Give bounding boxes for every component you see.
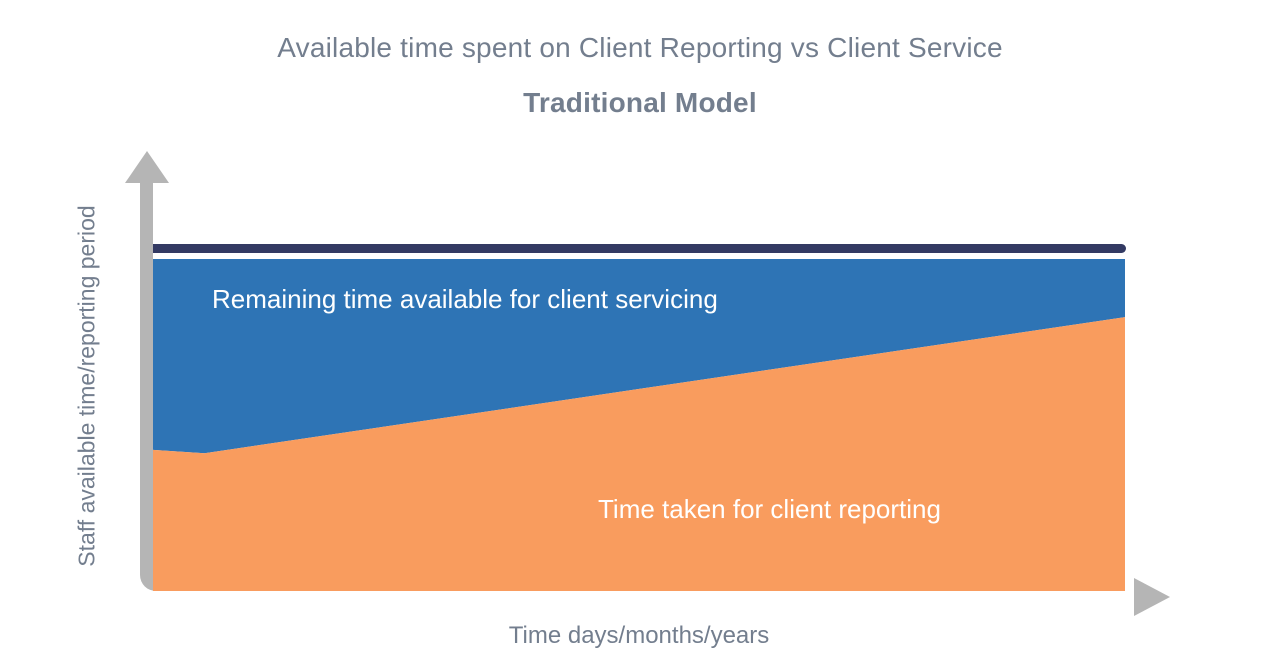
y-axis-label: Staff available time/reporting period xyxy=(73,205,100,567)
y-axis-arrow-icon xyxy=(125,151,169,183)
chart-subtitle: Traditional Model xyxy=(523,87,757,118)
area-client-reporting xyxy=(153,317,1125,591)
series-label-client-reporting: Time taken for client reporting xyxy=(598,494,941,524)
total-available-time-line xyxy=(153,244,1126,253)
chart-title: Available time spent on Client Reporting… xyxy=(277,32,1003,63)
area-chart-svg xyxy=(153,259,1125,591)
series-label-client-servicing: Remaining time available for client serv… xyxy=(212,284,718,314)
plot-area: Remaining time available for client serv… xyxy=(153,259,1125,591)
area-client-servicing xyxy=(153,259,1125,454)
x-axis-arrow-icon xyxy=(1134,578,1170,616)
x-axis-label: Time days/months/years xyxy=(508,622,770,649)
